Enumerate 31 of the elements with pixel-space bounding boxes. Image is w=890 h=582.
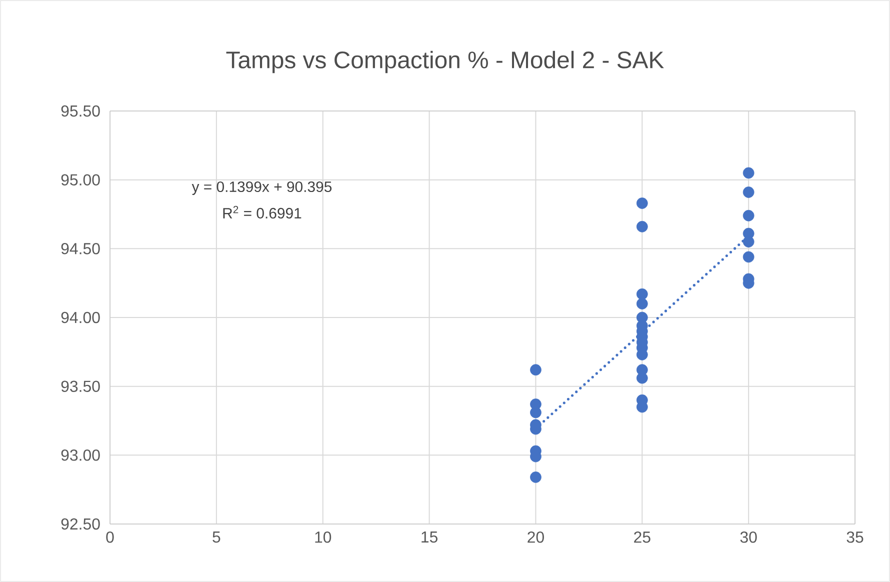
point xyxy=(742,236,754,248)
y-tick-label: 93.50 xyxy=(61,380,100,392)
point xyxy=(636,288,648,300)
x-tick-label: 10 xyxy=(315,532,332,543)
annotation: y = 0.1399x + 90.395 xyxy=(192,181,332,195)
x-tick-label: 20 xyxy=(528,532,544,543)
x-tick-label: 25 xyxy=(634,532,650,543)
x-tick-label: 35 xyxy=(846,532,864,543)
point xyxy=(530,406,542,418)
point xyxy=(742,210,754,222)
point xyxy=(636,198,648,209)
x-tick-label: 5 xyxy=(212,532,220,543)
point xyxy=(742,251,754,263)
point xyxy=(742,167,754,179)
point xyxy=(742,186,754,198)
point xyxy=(530,364,542,376)
point xyxy=(636,298,648,310)
y-tick-label: 95.50 xyxy=(61,105,100,117)
y-tick-label: 94.00 xyxy=(61,312,100,324)
x-tick-label: 15 xyxy=(422,532,438,543)
annotation: R$^{2}$ = 0.6991 xyxy=(223,206,302,219)
point xyxy=(530,472,542,483)
y-tick-label: 95.00 xyxy=(61,174,100,186)
point xyxy=(636,372,648,384)
y-tick-label: 93.00 xyxy=(61,450,100,461)
point xyxy=(636,220,648,232)
y-tick-label: 92.50 xyxy=(61,518,100,530)
chart-title: Tamps vs Compaction % - Model 2 - SAK xyxy=(226,50,664,74)
y-tick-label: 94.50 xyxy=(61,243,100,254)
x-tick-label: 0 xyxy=(106,532,114,543)
x-tick-label: 30 xyxy=(740,532,757,543)
